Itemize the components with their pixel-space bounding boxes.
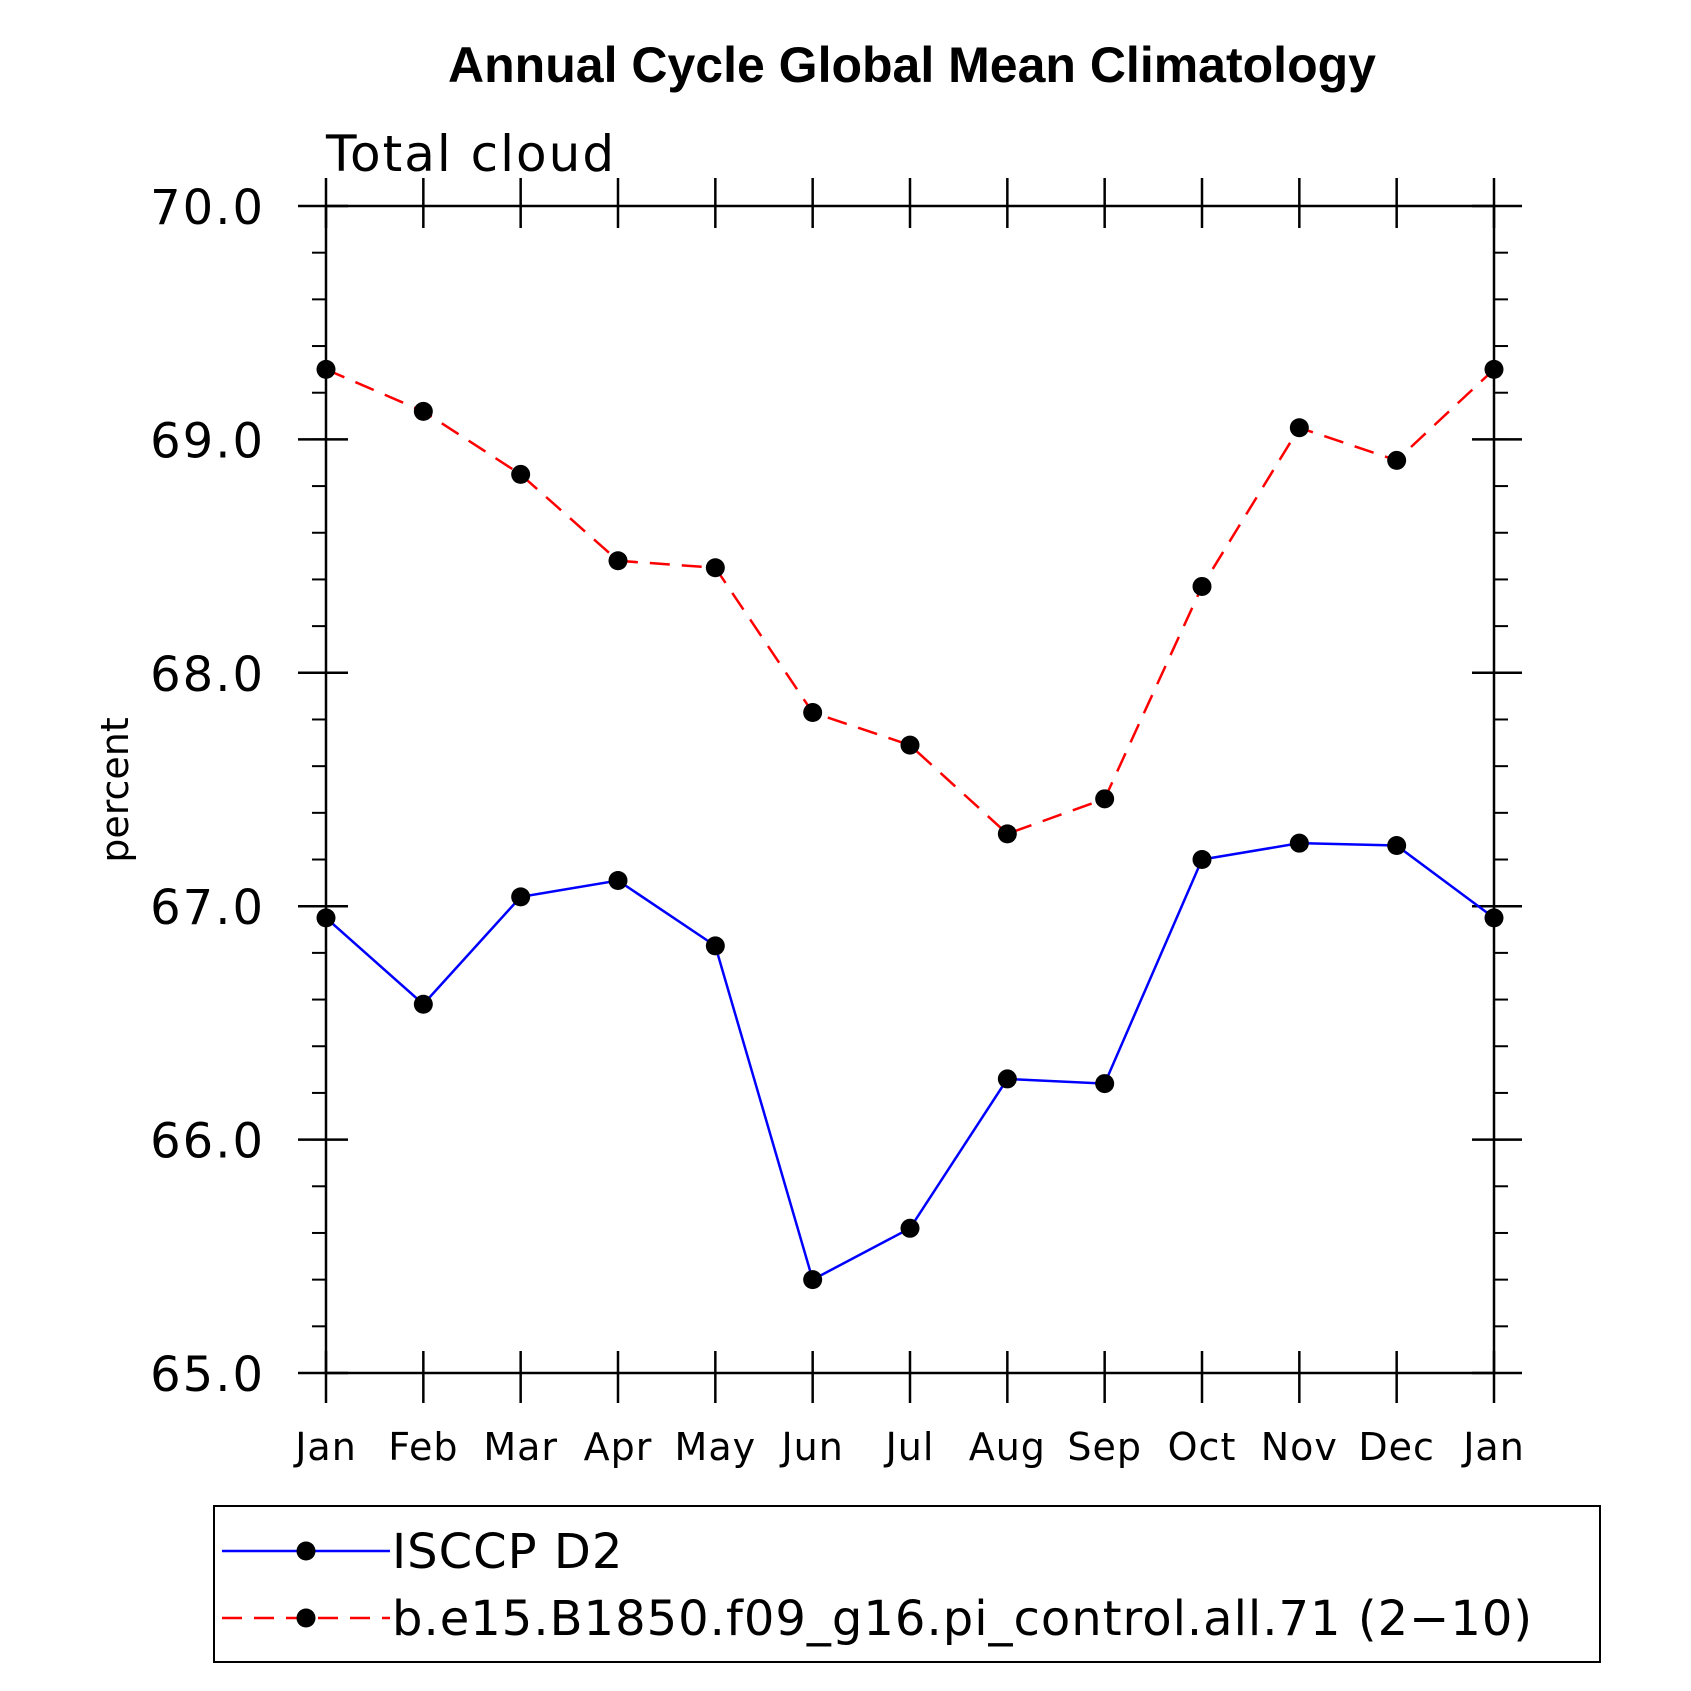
data-point xyxy=(316,908,336,928)
data-point xyxy=(803,702,823,722)
series-line-1 xyxy=(325,841,1495,1282)
series-line-2 xyxy=(325,368,1495,836)
x-tick-label: Jan xyxy=(293,1425,357,1469)
chart-title: Annual Cycle Global Mean Climatology xyxy=(448,37,1376,93)
data-point xyxy=(997,1069,1017,1089)
data-point xyxy=(1289,833,1309,853)
data-point xyxy=(705,936,725,956)
x-tick-label: Jan xyxy=(1461,1425,1525,1469)
x-tick-label: Aug xyxy=(969,1425,1046,1469)
data-point xyxy=(608,551,628,571)
data-point xyxy=(608,871,628,891)
axes xyxy=(324,204,1496,1375)
x-tick-label: Jul xyxy=(884,1425,935,1469)
x-tick-label: Sep xyxy=(1067,1425,1142,1469)
data-point xyxy=(1387,450,1407,470)
data-point xyxy=(511,464,531,484)
legend-marker-2 xyxy=(296,1608,316,1628)
data-point xyxy=(900,735,920,755)
x-tick-label: Mar xyxy=(483,1425,558,1469)
data-point xyxy=(1192,850,1212,870)
legend: ISCCP D2 b.e15.B1850.f09_g16.pi_control.a… xyxy=(213,1505,1601,1663)
data-point xyxy=(1484,908,1504,928)
series-layer xyxy=(316,359,1504,1290)
data-point xyxy=(1095,789,1115,809)
legend-box xyxy=(213,1505,1601,1663)
y-tick-label: 69.0 xyxy=(150,413,265,469)
y-tick-label: 66.0 xyxy=(150,1114,265,1170)
x-axis: Jan Feb Mar Apr May Jun Jul Aug Sep Oct Nov Dec Jan xyxy=(293,178,1525,1469)
y-tick-label: 67.0 xyxy=(150,880,265,936)
x-tick-label: Jun xyxy=(779,1425,843,1469)
plot-frame xyxy=(324,204,1496,1375)
data-point xyxy=(413,994,433,1014)
legend-marker-1 xyxy=(296,1541,316,1561)
data-point xyxy=(900,1218,920,1238)
data-point xyxy=(803,1270,823,1290)
data-point xyxy=(705,558,725,578)
y-tick-label: 65.0 xyxy=(150,1347,265,1403)
data-point xyxy=(1387,836,1407,856)
data-point xyxy=(997,824,1017,844)
data-point xyxy=(511,887,531,907)
legend-label-1: ISCCP D2 xyxy=(392,1524,623,1580)
y-tick-label: 70.0 xyxy=(150,180,265,236)
x-tick-label: Oct xyxy=(1168,1425,1237,1469)
x-tick-label: Dec xyxy=(1358,1425,1435,1469)
y-axis-label: percent xyxy=(93,717,137,863)
data-point xyxy=(1484,359,1504,379)
data-point xyxy=(1289,418,1309,438)
y-tick-label: 68.0 xyxy=(150,647,265,703)
data-point xyxy=(1192,576,1212,596)
legend-label-2: b.e15.B1850.f09_g16.pi_control.all.71 (2… xyxy=(392,1591,1533,1647)
data-point xyxy=(413,401,433,421)
data-point xyxy=(1095,1074,1115,1094)
x-tick-label: Feb xyxy=(388,1425,458,1469)
data-point xyxy=(316,359,336,379)
chart-subtitle: Total cloud xyxy=(325,125,616,183)
x-tick-label: Nov xyxy=(1261,1425,1338,1469)
y-axis: 65.0 66.0 67.0 68.0 69.0 70.0 xyxy=(150,180,1522,1403)
x-tick-label: May xyxy=(675,1425,757,1469)
x-tick-label: Apr xyxy=(584,1425,653,1469)
